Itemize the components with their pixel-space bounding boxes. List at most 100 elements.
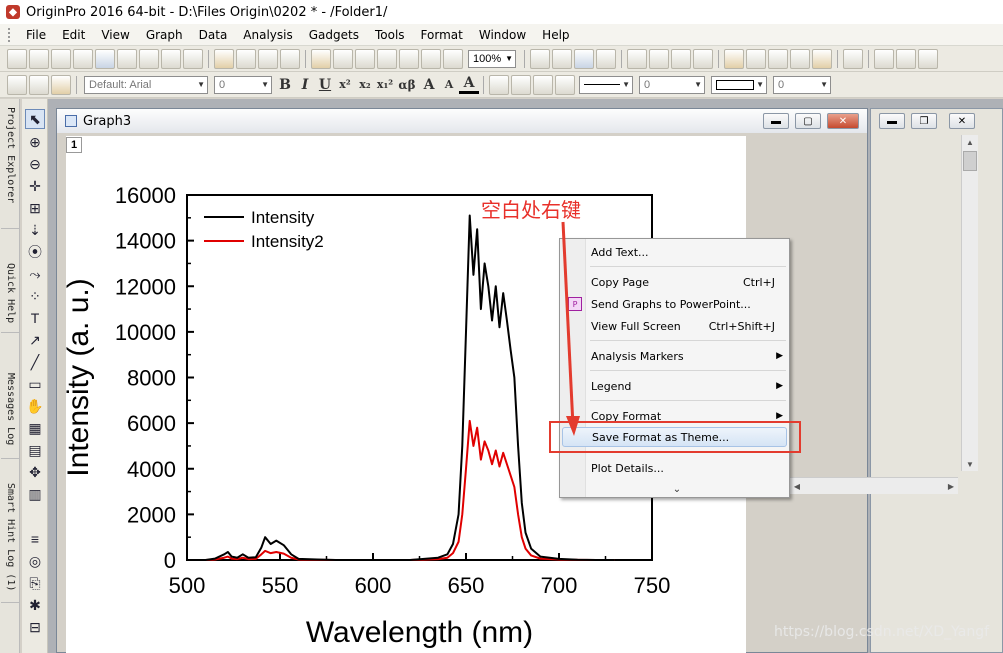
superscript-button[interactable]: x² — [339, 78, 351, 91]
region-mask-tool-icon[interactable]: ⁘ — [29, 287, 41, 304]
menu-edit[interactable]: Edit — [62, 27, 86, 42]
menu-item-copy-format[interactable]: Copy Format ▶ — [562, 406, 787, 426]
smart-hint-icon[interactable] — [768, 48, 788, 69]
results-log-icon[interactable] — [649, 48, 669, 69]
move-tool-icon[interactable]: ✥ — [29, 463, 41, 480]
table-tool-icon[interactable]: ⊟ — [29, 618, 41, 635]
statistics-icon[interactable] — [896, 48, 916, 69]
import-multiple-icon[interactable] — [355, 48, 375, 69]
new-graph-icon[interactable] — [95, 48, 115, 69]
menu-help[interactable]: Help — [542, 27, 570, 42]
star-tool-icon[interactable]: ✱ — [29, 596, 41, 613]
pan-tool-icon[interactable]: ✋ — [26, 397, 44, 414]
close-icon[interactable]: ✕ — [949, 113, 975, 129]
fill-color-icon[interactable] — [489, 74, 509, 95]
rectangle-tool-icon[interactable]: ▭ — [28, 375, 42, 392]
equation-tool-icon[interactable]: ≡ — [30, 531, 40, 547]
maximize-icon[interactable]: ▢ — [795, 113, 821, 129]
batch-icon[interactable] — [421, 48, 441, 69]
circle-tool-icon[interactable]: ◎ — [28, 552, 42, 569]
scroll-left-icon[interactable]: ◀ — [793, 481, 801, 491]
new-layout-icon[interactable] — [139, 48, 159, 69]
command-window-icon[interactable] — [671, 48, 691, 69]
insert-image-tool-icon[interactable]: ⎘ — [29, 574, 41, 591]
light-icon[interactable] — [555, 74, 575, 95]
minimize-icon[interactable]: ▬ — [879, 113, 905, 129]
vertical-scrollbar[interactable]: ▲ ▼ — [961, 135, 978, 471]
scroll-right-icon[interactable]: ▶ — [947, 481, 955, 491]
new-notes-icon[interactable] — [161, 48, 181, 69]
data-selector-tool-icon[interactable]: ⇣ — [29, 221, 41, 238]
zoom-combo[interactable]: 100% ▼ — [468, 49, 516, 68]
expand-menu-icon[interactable]: ⌄ — [672, 483, 682, 495]
import-wizard-icon[interactable] — [311, 48, 331, 69]
scroll-down-icon[interactable]: ▼ — [966, 459, 974, 469]
border-combo[interactable]: ▼ — [711, 75, 767, 94]
tab-smart-hint-log[interactable]: Smart Hint Log (1) — [1, 479, 19, 603]
menu-item-add-text[interactable]: Add Text... — [562, 242, 787, 262]
restore-icon[interactable]: ❐ — [911, 113, 937, 129]
subscript-button[interactable]: x₂ — [359, 78, 371, 91]
close-icon[interactable]: ✕ — [827, 113, 859, 129]
line-width-combo[interactable]: 0 ▼ — [639, 75, 705, 94]
menu-graph[interactable]: Graph — [145, 27, 183, 42]
menu-format[interactable]: Format — [420, 27, 463, 42]
layer-tab[interactable]: 1 — [66, 137, 82, 153]
font-combo[interactable]: Default: Arial ▼ — [84, 75, 208, 94]
open-template-icon[interactable] — [236, 48, 256, 69]
box-width-combo[interactable]: 0 ▼ — [773, 75, 831, 94]
sum-icon[interactable] — [874, 48, 894, 69]
import-excel-icon[interactable] — [377, 48, 397, 69]
digitizer-icon[interactable] — [443, 48, 463, 69]
menu-view[interactable]: View — [101, 27, 130, 42]
new-excel-icon[interactable] — [183, 48, 203, 69]
add-column-icon[interactable] — [843, 48, 863, 69]
menu-data[interactable]: Data — [198, 27, 228, 42]
draw-data-tool-icon[interactable]: ⤳ — [29, 265, 41, 282]
italic-button[interactable]: I — [301, 76, 309, 93]
menu-file[interactable]: File — [26, 27, 47, 42]
line-color-icon[interactable] — [533, 74, 553, 95]
layer-tool-icon[interactable]: ▥ — [28, 485, 42, 502]
message-log-icon[interactable] — [746, 48, 766, 69]
open-folder-icon[interactable] — [214, 48, 234, 69]
recalculate-icon[interactable] — [399, 48, 419, 69]
menu-analysis[interactable]: Analysis — [243, 27, 293, 42]
new-project-icon[interactable] — [7, 48, 27, 69]
decrease-font-button[interactable]: A — [444, 78, 454, 91]
font-size-combo[interactable]: 0 ▼ — [214, 75, 272, 94]
greek-button[interactable]: αβ — [398, 77, 416, 92]
cut-icon[interactable] — [7, 74, 27, 95]
new-workbook-icon[interactable] — [29, 48, 49, 69]
paste-icon[interactable] — [51, 74, 71, 95]
pointer-tool-icon[interactable]: ⬉ — [25, 109, 45, 129]
new-sheet-icon[interactable] — [51, 48, 71, 69]
menu-item-send-to-powerpoint[interactable]: P Send Graphs to PowerPoint... — [562, 294, 787, 314]
copy-icon[interactable] — [29, 74, 49, 95]
arrow-tool-icon[interactable]: ↗ — [29, 331, 41, 348]
minimize-icon[interactable]: ▬ — [763, 113, 789, 129]
bold-button[interactable]: B — [279, 76, 291, 93]
scroll-up-icon[interactable]: ▲ — [966, 137, 974, 147]
code-window-icon[interactable] — [693, 48, 713, 69]
menu-item-analysis-markers[interactable]: Analysis Markers ▶ — [562, 346, 787, 366]
project-explorer-icon[interactable] — [627, 48, 647, 69]
underline-button[interactable]: U — [318, 76, 332, 93]
scroll-thumb[interactable] — [963, 151, 977, 171]
sort-icon[interactable] — [918, 48, 938, 69]
data-reader-tool-icon[interactable]: ⊞ — [29, 199, 41, 216]
pattern-icon[interactable] — [511, 74, 531, 95]
line-style-combo[interactable]: ▼ — [579, 75, 633, 94]
menu-item-save-format-as-theme[interactable]: Save Format as Theme... — [562, 427, 787, 447]
menu-item-plot-details[interactable]: Plot Details... — [562, 458, 787, 478]
menu-item-copy-page[interactable]: Copy Page Ctrl+J — [562, 272, 787, 292]
tab-project-explorer[interactable]: Project Explorer (1) — [1, 103, 19, 229]
menu-item-view-full-screen[interactable]: View Full Screen Ctrl+Shift+J — [562, 316, 787, 336]
tab-messages-log[interactable]: Messages Log — [1, 369, 19, 459]
increase-font-button[interactable]: A — [423, 76, 435, 93]
tab-quick-help[interactable]: Quick Help — [1, 259, 19, 333]
duplicate-icon[interactable] — [574, 48, 594, 69]
new-matrix-icon[interactable] — [73, 48, 93, 69]
refresh-icon[interactable] — [552, 48, 572, 69]
save-template-icon[interactable] — [280, 48, 300, 69]
